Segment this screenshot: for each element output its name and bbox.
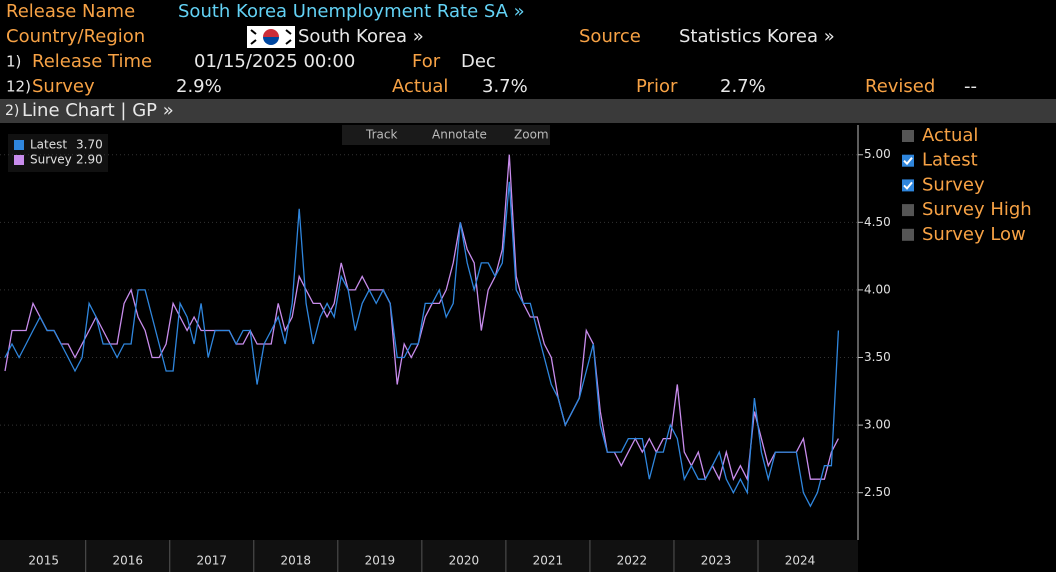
tool-strip [342, 125, 550, 145]
release-name-label: Release Name [6, 1, 135, 22]
toggle-checkbox[interactable] [902, 179, 914, 192]
tool-button[interactable]: Track [365, 128, 397, 142]
series-line [4, 154, 839, 482]
y-tick-label: 3.50 [864, 350, 891, 364]
legend-name: Survey [30, 153, 72, 167]
legend-swatch [14, 140, 24, 150]
x-axis-strip [0, 540, 858, 572]
toggle-checkbox[interactable] [902, 204, 914, 217]
y-tick-label: 3.00 [864, 418, 891, 432]
country-label: Country/Region [6, 26, 145, 47]
country[interactable]: South Korea » [298, 26, 424, 47]
toggle-label[interactable]: Survey Low [922, 224, 1026, 245]
y-tick-label: 2.50 [864, 485, 891, 499]
y-tick-label: 4.50 [864, 215, 891, 229]
tool-button[interactable]: Zoom [514, 128, 549, 142]
toggle-label[interactable]: Survey [922, 174, 985, 195]
toggle-check [903, 157, 913, 166]
x-tick-label: 2023 [701, 554, 732, 568]
release-time-label[interactable]: Release Time [32, 51, 152, 72]
legend-swatch [14, 155, 24, 165]
prior-label: Prior [636, 76, 678, 97]
legend-box [8, 134, 108, 172]
menu-number: 1) [6, 53, 21, 71]
legend-value: 2.90 [76, 153, 103, 167]
flag [247, 26, 295, 48]
y-tick-label: 4.00 [864, 282, 891, 296]
series-line [4, 181, 840, 508]
survey: 2.9% [176, 76, 222, 97]
x-tick-label: 2019 [365, 554, 396, 568]
tool-button[interactable]: Annotate [432, 128, 487, 142]
toolbar [0, 99, 1056, 123]
revised-label: Revised [865, 76, 935, 97]
release-time: 01/15/2025 00:00 [194, 51, 355, 72]
x-tick-label: 2022 [617, 554, 648, 568]
actual-label: Actual [392, 76, 448, 97]
toggle-checkbox[interactable] [902, 228, 914, 241]
toggle-label[interactable]: Survey High [922, 199, 1032, 220]
x-tick-label: 2016 [112, 554, 143, 568]
for-value: Dec [461, 51, 496, 72]
x-tick-label: 2021 [533, 554, 564, 568]
source-label: Source [579, 26, 641, 47]
x-tick-label: 2018 [281, 554, 312, 568]
survey-label[interactable]: Survey [32, 76, 95, 97]
source[interactable]: Statistics Korea » [679, 26, 835, 47]
toggle-checkbox[interactable] [902, 130, 914, 142]
x-tick-label: 2024 [785, 554, 816, 568]
toggle-label[interactable]: Latest [922, 150, 978, 171]
y-tick-label: 5.00 [864, 147, 891, 161]
actual: 3.7% [482, 76, 528, 97]
legend-name: Latest [30, 138, 67, 152]
x-tick-label: 2020 [449, 554, 480, 568]
menu-number: 2) [5, 103, 19, 119]
toggle-label[interactable]: Actual [922, 125, 978, 146]
prior: 2.7% [720, 76, 766, 97]
revised: -- [964, 76, 977, 97]
toggle-checkbox[interactable] [902, 154, 914, 167]
toggle-check [903, 181, 913, 190]
menu-number: 12) [6, 78, 31, 96]
for-label: For [412, 51, 441, 72]
x-tick-label: 2015 [28, 554, 59, 568]
x-tick-label: 2017 [196, 554, 227, 568]
toolbar-title[interactable]: Line Chart | GP » [22, 100, 174, 121]
legend-value: 3.70 [76, 138, 103, 152]
release-name[interactable]: South Korea Unemployment Rate SA » [178, 1, 525, 22]
